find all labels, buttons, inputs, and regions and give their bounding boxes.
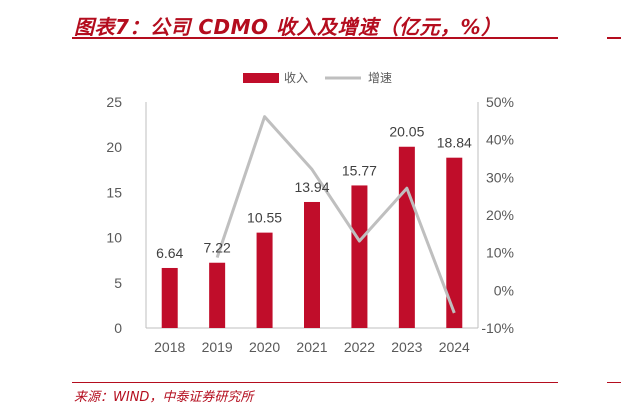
legend-swatch-revenue xyxy=(243,73,279,83)
revenue-bar xyxy=(161,267,178,328)
y-right-tick-label: 0% xyxy=(494,282,514,298)
data-labels: 6.64 7.22 10.55 13.94 15.77 20.05 18.84 xyxy=(156,124,472,261)
revenue-bar xyxy=(256,232,273,328)
chart-svg: 收入 增速 0 5 10 15 20 25 -10% 0% 10% 20% 30% 40% 50% 2018… xyxy=(106,71,514,355)
y-right-tick-label: 10% xyxy=(486,245,514,261)
legend-label-revenue: 收入 xyxy=(284,71,308,85)
revenue-bar xyxy=(351,185,368,328)
revenue-data-label: 10.55 xyxy=(247,210,282,226)
y-right-tick-label: 30% xyxy=(486,169,514,185)
y-left-tick-label: 20 xyxy=(106,139,122,155)
y-left-tick-label: 15 xyxy=(106,184,122,200)
x-tick-label: 2023 xyxy=(391,339,422,355)
revenue-data-label: 15.77 xyxy=(342,162,377,178)
revenue-data-label: 20.05 xyxy=(389,124,424,140)
source-note: 来源：WIND，中泰证券研究所 xyxy=(74,390,254,405)
y-right-tick-label: 20% xyxy=(486,207,514,223)
growth-line xyxy=(215,115,456,314)
legend-label-growth: 增速 xyxy=(368,71,392,85)
revenue-data-label: 13.94 xyxy=(294,179,329,195)
x-tick-label: 2024 xyxy=(439,339,470,355)
y-left-tick-label: 5 xyxy=(114,275,122,291)
x-tick-label: 2019 xyxy=(202,339,233,355)
y-right-tick-label: -10% xyxy=(481,320,514,336)
revenue-data-label: 18.84 xyxy=(437,135,472,151)
y-right-tick-label: 40% xyxy=(486,132,514,148)
bars xyxy=(161,146,463,328)
y-left-tick-label: 25 xyxy=(106,94,122,110)
footer-rule-right xyxy=(607,382,621,383)
y-left-tick-label: 10 xyxy=(106,230,122,246)
figure-title: 图表7：公司 CDMO 收入及增速（亿元，%） xyxy=(74,15,502,39)
y-right-tick-label: 50% xyxy=(486,94,514,110)
x-tick-label: 2020 xyxy=(249,339,280,355)
revenue-bar xyxy=(398,146,415,328)
title-rule xyxy=(72,37,558,39)
axes: 0 5 10 15 20 25 -10% 0% 10% 20% 30% 40% 50% 2018 2019 2… xyxy=(106,94,514,355)
revenue-data-label: 6.64 xyxy=(156,245,183,261)
growth-line-path xyxy=(215,115,456,314)
y-left-tick-label: 0 xyxy=(114,320,122,336)
title-rule-right xyxy=(607,37,621,39)
revenue-bar xyxy=(446,157,463,328)
revenue-data-label: 7.22 xyxy=(204,240,231,256)
x-tick-label: 2018 xyxy=(154,339,185,355)
revenue-bar xyxy=(304,201,320,328)
revenue-bar xyxy=(209,262,226,328)
x-tick-label: 2021 xyxy=(296,339,327,355)
footer-rule xyxy=(72,382,558,383)
x-tick-label: 2022 xyxy=(344,339,375,355)
legend: 收入 增速 xyxy=(243,71,392,85)
